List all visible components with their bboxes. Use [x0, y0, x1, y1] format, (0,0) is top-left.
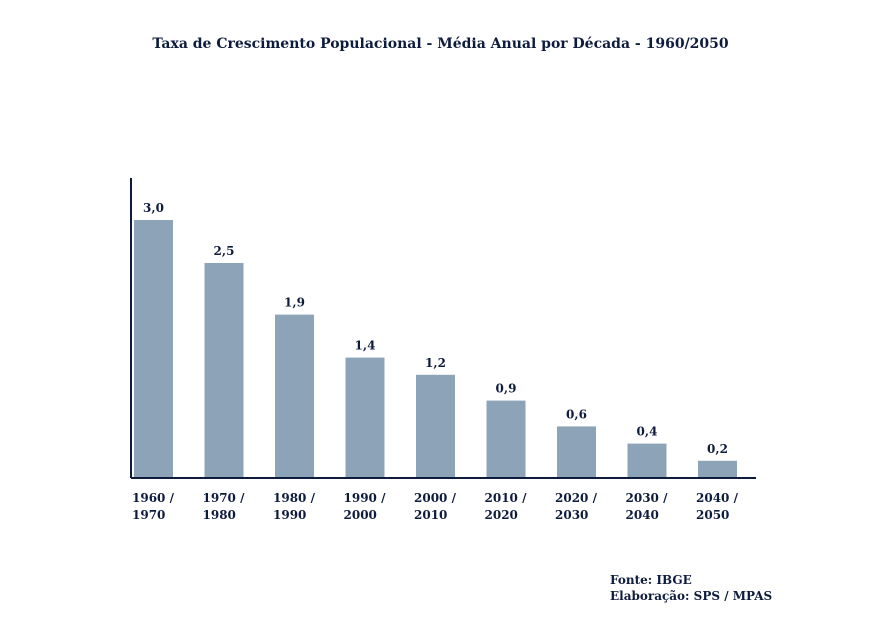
- value-label-6: 0,6: [566, 407, 587, 421]
- x-tick-label-3-0: 1990 /: [344, 491, 387, 505]
- x-tick-label-5-1: 2020: [485, 508, 518, 522]
- bar-3: [345, 357, 385, 478]
- x-tick-label-6-1: 2030: [555, 508, 588, 522]
- source-elaboracao: Elaboração: SPS / MPAS: [610, 589, 773, 603]
- bar-5: [486, 400, 526, 478]
- x-tick-label-3-1: 2000: [344, 508, 377, 522]
- value-label-5: 0,9: [496, 382, 517, 396]
- x-tick-label-0-1: 1970: [132, 508, 165, 522]
- tick-labels-layer: 1960 / 1970 1970 / 1980 1980 / 1990 1990 / 2000…: [132, 491, 739, 522]
- chart-title: Taxa de Crescimento Populacional - Média…: [152, 36, 729, 52]
- x-tick-label-5-0: 2010 /: [485, 491, 528, 505]
- value-label-0: 3,0: [143, 201, 164, 215]
- x-tick-label-6-0: 2020 /: [555, 491, 598, 505]
- bar-2: [275, 314, 314, 478]
- x-tick-label-7-1: 2040: [626, 508, 659, 522]
- value-label-7: 0,4: [637, 425, 658, 439]
- x-tick-label-8-1: 2050: [696, 508, 729, 522]
- value-labels-layer: 3,0 2,5 1,9 1,4 1,2 0,9 0,6 0,4 0,2: [143, 201, 728, 456]
- value-label-2: 1,9: [284, 296, 305, 310]
- x-tick-label-7-0: 2030 /: [626, 491, 669, 505]
- x-tick-label-4-1: 2010: [414, 508, 447, 522]
- x-tick-label-8-0: 2040 /: [696, 491, 739, 505]
- bar-7: [627, 443, 667, 478]
- value-label-4: 1,2: [425, 356, 446, 370]
- value-label-3: 1,4: [355, 339, 376, 353]
- x-tick-label-2-0: 1980 /: [273, 491, 316, 505]
- axes-layer: [130, 178, 756, 479]
- x-tick-label-2-1: 1990: [273, 508, 306, 522]
- x-tick-label-4-0: 2000 /: [414, 491, 457, 505]
- bar-0: [134, 220, 173, 478]
- bars-layer: [134, 220, 737, 478]
- bar-6: [557, 426, 596, 478]
- value-label-1: 2,5: [214, 244, 235, 258]
- bar-8: [698, 460, 737, 478]
- value-label-8: 0,2: [707, 442, 728, 456]
- bar-4: [416, 374, 455, 478]
- x-tick-label-0-0: 1960 /: [132, 491, 175, 505]
- bar-1: [204, 263, 244, 478]
- x-tick-label-1-1: 1980: [203, 508, 236, 522]
- x-tick-label-1-0: 1970 /: [203, 491, 246, 505]
- source-note: Fonte: IBGE Elaboração: SPS / MPAS: [610, 572, 772, 604]
- source-fonte: Fonte: IBGE: [610, 573, 692, 587]
